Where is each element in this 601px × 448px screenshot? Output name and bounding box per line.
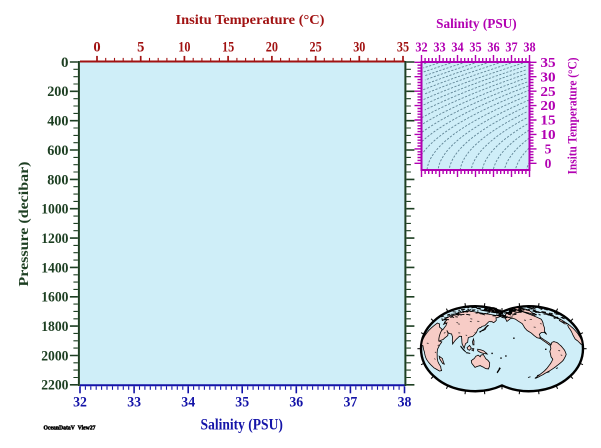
svg-text:33: 33 [127,395,141,411]
svg-text:20: 20 [540,98,555,113]
svg-text:600: 600 [47,143,68,159]
svg-text:1600: 1600 [41,290,68,306]
svg-text:34: 34 [181,395,195,411]
svg-text:400: 400 [47,114,68,130]
svg-text:35: 35 [235,395,249,411]
svg-text:10: 10 [540,127,555,142]
svg-text:0: 0 [61,55,69,71]
svg-text:Insitu Temperature (°C): Insitu Temperature (°C) [566,58,580,175]
svg-text:Pressure (decibar): Pressure (decibar) [17,161,32,286]
svg-text:0: 0 [545,156,552,171]
svg-text:15: 15 [540,113,555,128]
svg-text:34: 34 [451,40,463,55]
svg-text:32: 32 [415,40,427,55]
svg-text:37: 37 [344,395,358,411]
svg-text:800: 800 [47,172,68,188]
svg-text:2000: 2000 [41,348,68,364]
svg-text:2200: 2200 [41,378,68,394]
svg-text:36: 36 [487,40,499,55]
svg-text:20: 20 [266,40,278,56]
svg-text:33: 33 [433,40,445,55]
svg-text:30: 30 [353,40,365,56]
svg-text:1000: 1000 [41,202,68,218]
svg-text:1800: 1800 [41,319,68,335]
svg-text:10: 10 [178,40,190,56]
svg-text:35: 35 [397,40,409,56]
svg-text:25: 25 [310,40,322,56]
svg-text:30: 30 [540,69,555,84]
svg-text:35: 35 [469,40,481,55]
svg-text:37: 37 [505,40,517,55]
svg-text:1200: 1200 [41,231,68,247]
svg-text:Insitu Temperature (°C): Insitu Temperature (°C) [176,13,325,28]
svg-text:5: 5 [545,142,552,157]
svg-text:5: 5 [137,40,144,56]
svg-text:OceanDataV View27: OceanDataV View27 [44,425,97,432]
svg-text:36: 36 [289,395,303,411]
svg-text:0: 0 [93,40,100,56]
svg-text:1400: 1400 [41,260,68,276]
svg-text:32: 32 [73,395,87,411]
svg-text:38: 38 [398,395,412,411]
svg-text:200: 200 [47,84,68,100]
svg-text:38: 38 [523,40,535,55]
svg-text:15: 15 [222,40,234,56]
svg-text:25: 25 [540,84,555,99]
svg-text:Salinity (PSU): Salinity (PSU) [436,17,517,32]
svg-text:Salinity (PSU): Salinity (PSU) [201,416,283,433]
svg-text:35: 35 [540,55,555,70]
